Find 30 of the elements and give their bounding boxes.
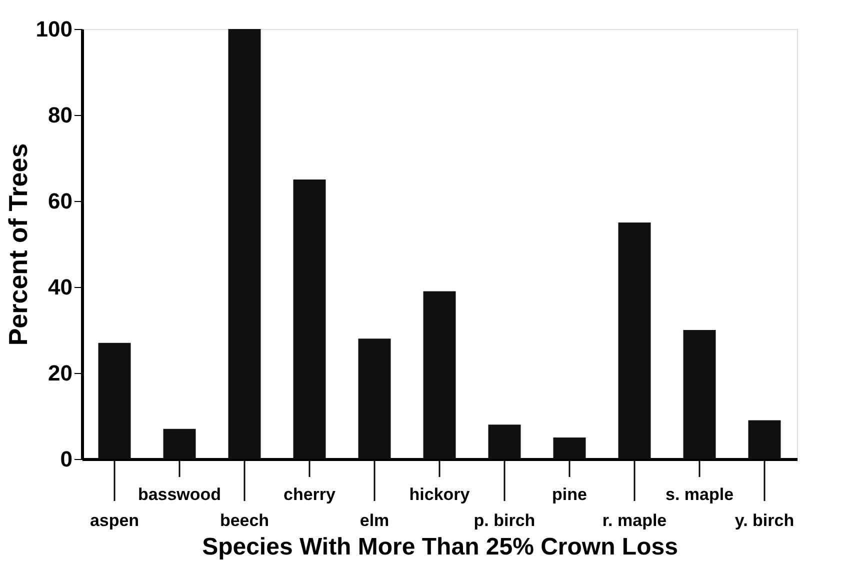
bar (358, 338, 391, 459)
x-tick-label: y. birch (734, 511, 794, 530)
bar (228, 29, 261, 459)
bar (618, 222, 651, 459)
y-tick-label: 80 (48, 102, 72, 128)
x-tick-label: aspen (90, 511, 140, 530)
y-tick-label: 20 (48, 360, 72, 386)
x-tick-label: elm (360, 511, 390, 530)
x-tick-label: hickory (409, 485, 470, 504)
x-tick-label: r. maple (602, 511, 667, 530)
y-axis-title: Percent of Trees (2, 143, 33, 346)
x-tick-label: s. maple (665, 485, 734, 504)
bar (293, 180, 326, 459)
x-tick-label: pine (552, 485, 587, 504)
x-tick-label: p. birch (474, 511, 536, 530)
bar (163, 428, 196, 459)
bar (683, 330, 716, 459)
y-tick-label: 0 (60, 446, 72, 472)
x-tick-label: basswood (138, 485, 222, 504)
x-axis-title: Species With More Than 25% Crown Loss (202, 534, 678, 560)
bar (423, 291, 456, 459)
y-tick-label: 40 (48, 274, 72, 300)
bar (553, 438, 586, 459)
y-tick-label: 60 (48, 188, 72, 214)
bar (748, 420, 781, 459)
bar (98, 342, 131, 459)
x-tick-label: beech (220, 511, 270, 530)
x-tick-label: cherry (284, 485, 336, 504)
bar (488, 424, 521, 459)
y-tick-label: 100 (36, 16, 72, 42)
